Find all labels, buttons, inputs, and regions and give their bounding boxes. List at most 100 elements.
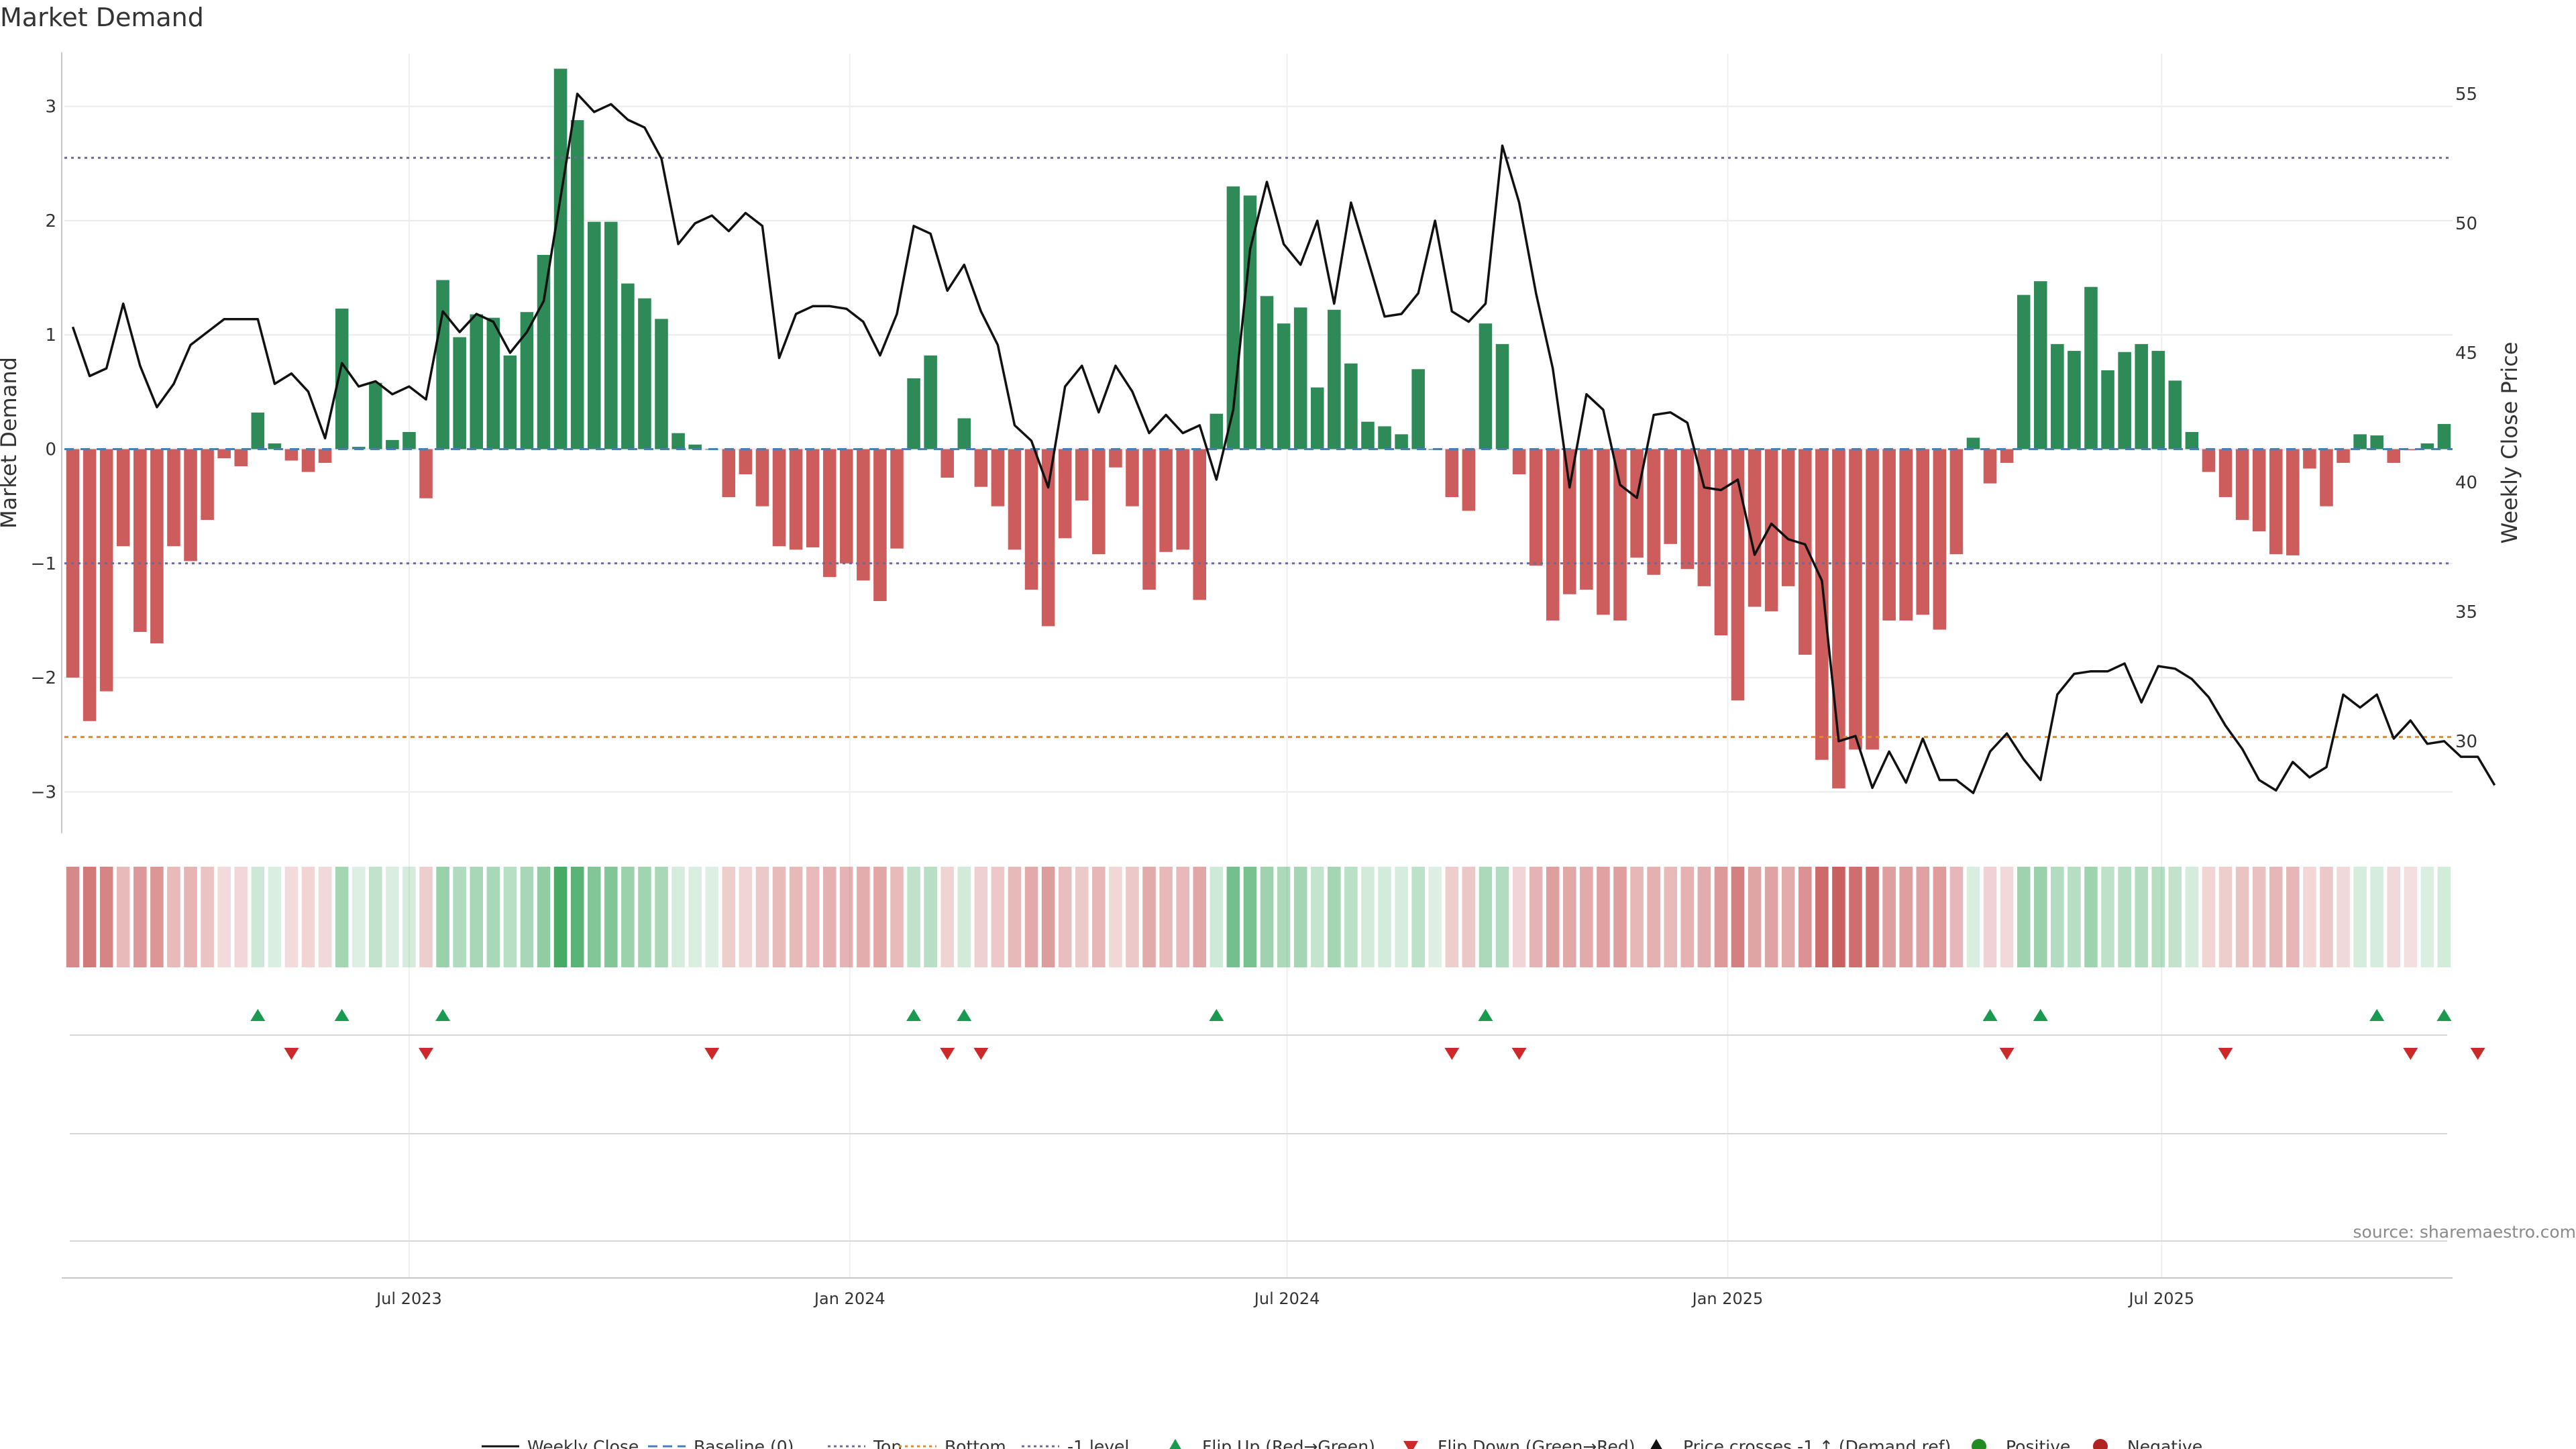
demand-bar-positive	[2437, 424, 2451, 449]
flip-up-marker	[2369, 1009, 2385, 1021]
demand-bar-negative	[941, 449, 954, 478]
demand-bar-negative	[890, 449, 904, 549]
flip-down-marker	[1511, 1048, 1527, 1060]
x-tick-label: Jan 2025	[1691, 1289, 1764, 1308]
heat-cell	[839, 867, 853, 967]
flip-up-marker	[250, 1009, 266, 1021]
y-tick-label: −2	[31, 668, 56, 688]
heat-cell	[705, 867, 718, 967]
demand-bar-negative	[1697, 449, 1711, 586]
demand-bar-negative	[1933, 449, 1947, 630]
demand-bar-negative	[1445, 449, 1459, 498]
flip-down-marker	[1999, 1048, 2015, 1060]
demand-bar-positive	[2370, 435, 2383, 449]
heat-cell	[1916, 867, 1930, 967]
flip-down-marker	[973, 1048, 989, 1060]
heat-cell	[503, 867, 517, 967]
demand-bar-positive	[268, 443, 282, 449]
demand-bar-positive	[335, 309, 349, 449]
heat-cell	[470, 867, 484, 967]
demand-bar-negative	[2303, 449, 2316, 469]
heat-cell	[486, 867, 500, 967]
heat-cell	[318, 867, 332, 967]
lower-panels	[70, 1133, 2447, 1242]
flip-up-marker	[2436, 1009, 2452, 1021]
demand-bar-negative	[1142, 449, 1156, 590]
legend-swatch	[1972, 1439, 1986, 1449]
demand-bar-positive	[1479, 323, 1493, 449]
demand-bars	[66, 68, 2451, 789]
heat-cell	[2202, 867, 2216, 967]
legend-item: Bottom	[899, 1437, 1006, 1449]
demand-bar-negative	[755, 449, 769, 506]
heat-cell	[167, 867, 180, 967]
heat-cell	[1899, 867, 1913, 967]
heat-cell	[1731, 867, 1745, 967]
demand-bar-negative	[1075, 449, 1089, 501]
y-axis-title: Market Demand	[0, 357, 21, 529]
demand-bar-negative	[1815, 449, 1829, 760]
heat-cell	[1479, 867, 1493, 967]
heat-cell	[1260, 867, 1274, 967]
heat-cell	[66, 867, 80, 967]
heat-cell	[2404, 867, 2418, 967]
flip-up-marker	[1982, 1009, 1998, 1021]
demand-bar-negative	[184, 449, 197, 561]
legend-item: Positive	[1972, 1437, 2070, 1449]
demand-bar-negative	[301, 449, 315, 472]
heat-cell	[234, 867, 248, 967]
demand-bar-negative	[1882, 449, 1896, 621]
demand-bar-negative	[1008, 449, 1022, 550]
demand-bar-positive	[402, 431, 416, 449]
demand-bar-negative	[722, 449, 736, 498]
grid-layer	[64, 54, 2453, 1278]
heat-cell	[621, 867, 635, 967]
demand-bar-positive	[2185, 431, 2199, 449]
heat-cell	[722, 867, 736, 967]
demand-bar-negative	[2387, 449, 2401, 463]
heat-cell	[1109, 867, 1122, 967]
heat-cell	[1680, 867, 1695, 967]
heat-cell	[2135, 867, 2148, 967]
demand-bar-negative	[1563, 449, 1576, 594]
demand-bar-negative	[789, 449, 803, 550]
heat-cell	[688, 867, 702, 967]
demand-bar-negative	[772, 449, 786, 547]
demand-bar-negative	[1781, 449, 1795, 586]
heat-cell	[1495, 867, 1509, 967]
heat-cell	[1462, 867, 1476, 967]
demand-bar-negative	[1512, 449, 1526, 474]
legend-item: Price crosses -1 ↑ (Demand ref)	[1650, 1437, 1951, 1449]
heat-cell	[2000, 867, 2014, 967]
heat-cell	[1092, 867, 1106, 967]
demand-bar-positive	[1328, 309, 1341, 449]
heat-cell	[2051, 867, 2064, 967]
price-layer	[71, 93, 2496, 794]
heat-cell	[2101, 867, 2114, 967]
demand-bar-negative	[2269, 449, 2283, 555]
heat-cell	[1613, 867, 1627, 967]
demand-bar-negative	[1597, 449, 1610, 615]
heat-cell	[1445, 867, 1459, 967]
heat-cell	[1832, 867, 1845, 967]
heat-cell	[2269, 867, 2283, 967]
demand-bar-negative	[1193, 449, 1207, 600]
heat-cell	[1764, 867, 1778, 967]
demand-bar-positive	[1966, 437, 1980, 449]
demand-bar-negative	[2337, 449, 2350, 463]
demand-bar-positive	[2353, 434, 2367, 449]
heat-cell	[369, 867, 382, 967]
heat-cell	[772, 867, 786, 967]
demand-bar-positive	[957, 418, 971, 449]
demand-bar-negative	[822, 449, 837, 578]
heat-cell	[604, 867, 618, 967]
heat-cell	[1193, 867, 1207, 967]
legend-swatch	[1403, 1441, 1418, 1449]
demand-bar-negative	[1546, 449, 1560, 621]
demand-bar-positive	[1361, 421, 1375, 449]
demand-bar-positive	[251, 413, 265, 449]
demand-bar-positive	[1344, 363, 1358, 449]
heat-cell	[83, 867, 97, 967]
demand-bar-negative	[974, 449, 988, 487]
demand-bar-positive	[924, 355, 937, 449]
